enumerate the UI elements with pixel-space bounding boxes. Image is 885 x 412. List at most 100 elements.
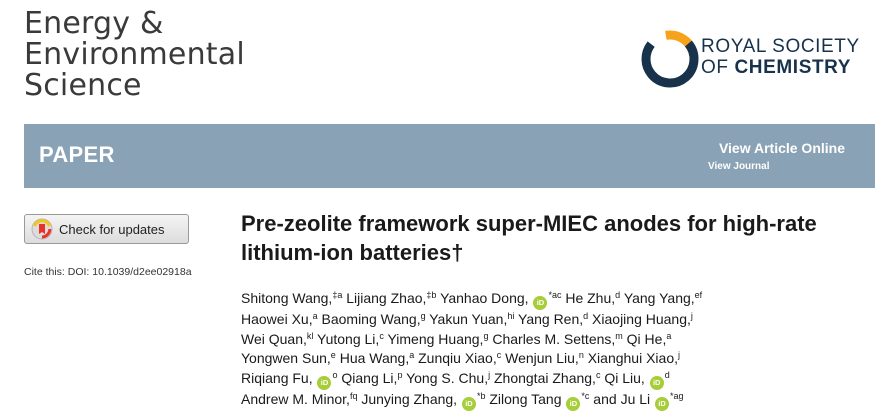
author-name: Zilong Tang xyxy=(489,390,562,407)
orcid-icon[interactable]: iD xyxy=(533,296,548,310)
author-name: Yongwen Sun, xyxy=(241,350,331,366)
author-affiliation: d xyxy=(664,369,670,380)
author: Riqiang Fu, iDo xyxy=(241,369,338,390)
paper-title: Pre-zeolite framework super-MIEC anodes … xyxy=(241,211,817,265)
author: Yang Ren,d xyxy=(518,311,588,327)
author-affiliation: a xyxy=(409,350,415,360)
journal-title-line1: Energy & xyxy=(24,6,164,41)
author-name: Yong S. Chu, xyxy=(406,369,489,386)
author-line: Haowei Xu,a Baoming Wang,g Yakun Yuan,hi… xyxy=(241,310,881,330)
author-name: Zhongtai Zhang, xyxy=(493,369,596,386)
author-line: Yongwen Sun,e Hua Wang,a Zunqiu Xiao,c W… xyxy=(241,349,881,369)
author: He Zhu,d xyxy=(565,290,620,306)
journal-title: Energy & Environmental Science xyxy=(24,8,245,101)
author-name: Qiang Li, xyxy=(341,369,398,386)
author-name: Yutong Li, xyxy=(317,330,380,347)
author-affiliation: ef xyxy=(694,290,703,300)
author-affiliation: o xyxy=(332,369,338,380)
author: Zilong Tang iD*c and xyxy=(489,390,617,411)
author: Xianghui Xiao,j xyxy=(588,350,680,366)
author: Shitong Wang,‡a xyxy=(241,290,342,306)
author-affiliation: n xyxy=(578,350,584,360)
author-line: Shitong Wang,‡a Lijiang Zhao,‡b Yanhao D… xyxy=(241,289,881,310)
cite-this-doi: Cite this: DOI: 10.1039/d2ee02918a xyxy=(24,266,192,278)
author-conjunction: and xyxy=(589,390,617,407)
author-name: Wei Quan, xyxy=(241,330,307,347)
author-name: He Zhu, xyxy=(565,290,616,306)
author-name: Charles M. Settens, xyxy=(492,330,616,347)
author-name: Haowei Xu, xyxy=(241,311,313,327)
author: Wenjun Liu,n xyxy=(505,350,584,366)
publisher-name-line2-prefix: OF xyxy=(701,57,735,78)
author-name: Yang Ren, xyxy=(518,311,584,327)
author-name: Baoming Wang, xyxy=(321,311,421,327)
author: Yakun Yuan,hi xyxy=(429,311,514,327)
publisher-logo-icon xyxy=(641,30,699,88)
view-journal-link[interactable]: View Journal xyxy=(708,161,770,172)
author-name: Yakun Yuan, xyxy=(429,311,508,327)
author: Andrew M. Minor,fq xyxy=(241,391,357,407)
author-name: Zunqiu Xiao, xyxy=(418,350,497,366)
author-name: Junying Zhang, xyxy=(361,390,458,407)
article-type-banner: PAPER View Article Online View Journal xyxy=(24,124,875,188)
author-affiliation: *ac xyxy=(548,290,562,300)
author-name: Yang Yang, xyxy=(623,290,695,306)
author-list: Shitong Wang,‡a Lijiang Zhao,‡b Yanhao D… xyxy=(241,289,881,411)
author-affiliation: c xyxy=(496,350,502,360)
author: Yongwen Sun,e xyxy=(241,350,336,366)
author: Zhongtai Zhang,c xyxy=(494,370,600,386)
author: Hua Wang,a xyxy=(340,350,415,366)
journal-title-line2: Environmental xyxy=(24,37,245,72)
author-name: Qi He, xyxy=(626,330,667,347)
author: Lijiang Zhao,‡b xyxy=(346,290,436,306)
journal-title-line3: Science xyxy=(24,68,142,103)
author: Ju Li iD*ag xyxy=(620,390,684,411)
check-for-updates-label: Check for updates xyxy=(59,221,165,237)
author-affiliation: a xyxy=(312,311,318,321)
author: Wei Quan,kl xyxy=(241,331,313,347)
author-affiliation: kl xyxy=(306,330,314,341)
check-for-updates-button[interactable]: Check for updates xyxy=(24,214,189,244)
author-affiliation: g xyxy=(483,330,489,341)
author-name: Xianghui Xiao, xyxy=(587,350,679,366)
author-name: Yimeng Huang, xyxy=(387,330,484,347)
author-name: Shitong Wang, xyxy=(241,290,333,306)
orcid-icon[interactable]: iD xyxy=(655,396,670,411)
author-name: Andrew M. Minor, xyxy=(241,390,350,407)
author-affiliation: j xyxy=(690,311,693,321)
publisher-name: ROYAL SOCIETY OF CHEMISTRY xyxy=(701,36,860,78)
author-name: Lijiang Zhao, xyxy=(346,290,427,306)
author-name: Qi Liu, xyxy=(604,369,645,386)
author-affiliation: a xyxy=(666,330,672,341)
author: Xiaojing Huang,j xyxy=(592,311,693,327)
author-affiliation: j xyxy=(488,369,491,380)
author: Junying Zhang, iD*b xyxy=(361,390,485,411)
author-line: Riqiang Fu, iDo Qiang Li,p Yong S. Chu,j… xyxy=(241,369,881,390)
article-type-label: PAPER xyxy=(39,142,115,167)
orcid-icon[interactable]: iD xyxy=(649,375,664,390)
author-affiliation: ‡a xyxy=(332,290,343,300)
author: Baoming Wang,g xyxy=(322,311,426,327)
orcid-icon[interactable]: iD xyxy=(566,396,581,411)
author: Qiang Li,p xyxy=(341,370,402,386)
author-name: Xiaojing Huang, xyxy=(592,311,691,327)
author: Yanhao Dong, iD*ac xyxy=(440,290,562,310)
author-name: Riqiang Fu, xyxy=(241,369,313,386)
author: Haowei Xu,a xyxy=(241,311,318,327)
author: Qi Liu, iDd xyxy=(604,369,670,390)
view-article-online-link[interactable]: View Article Online xyxy=(718,140,845,156)
author: Qi He,a xyxy=(627,331,672,347)
publisher-name-line2: OF CHEMISTRY xyxy=(701,57,860,78)
author-affiliation: p xyxy=(397,369,403,380)
author-affiliation: fq xyxy=(349,390,358,401)
author-line: Wei Quan,kl Yutong Li,c Yimeng Huang,g C… xyxy=(241,330,881,350)
publisher-logo[interactable]: ROYAL SOCIETY OF CHEMISTRY xyxy=(635,24,880,94)
orcid-icon[interactable]: iD xyxy=(317,375,332,390)
author-name: Wenjun Liu, xyxy=(505,350,579,366)
author-line: Andrew M. Minor,fq Junying Zhang, iD*b Z… xyxy=(241,390,881,411)
author: Zunqiu Xiao,c xyxy=(418,350,501,366)
orcid-icon[interactable]: iD xyxy=(461,396,476,411)
author-name: Ju Li xyxy=(620,390,651,407)
author-affiliation: g xyxy=(420,311,426,321)
author-affiliation: *ag xyxy=(670,390,684,401)
